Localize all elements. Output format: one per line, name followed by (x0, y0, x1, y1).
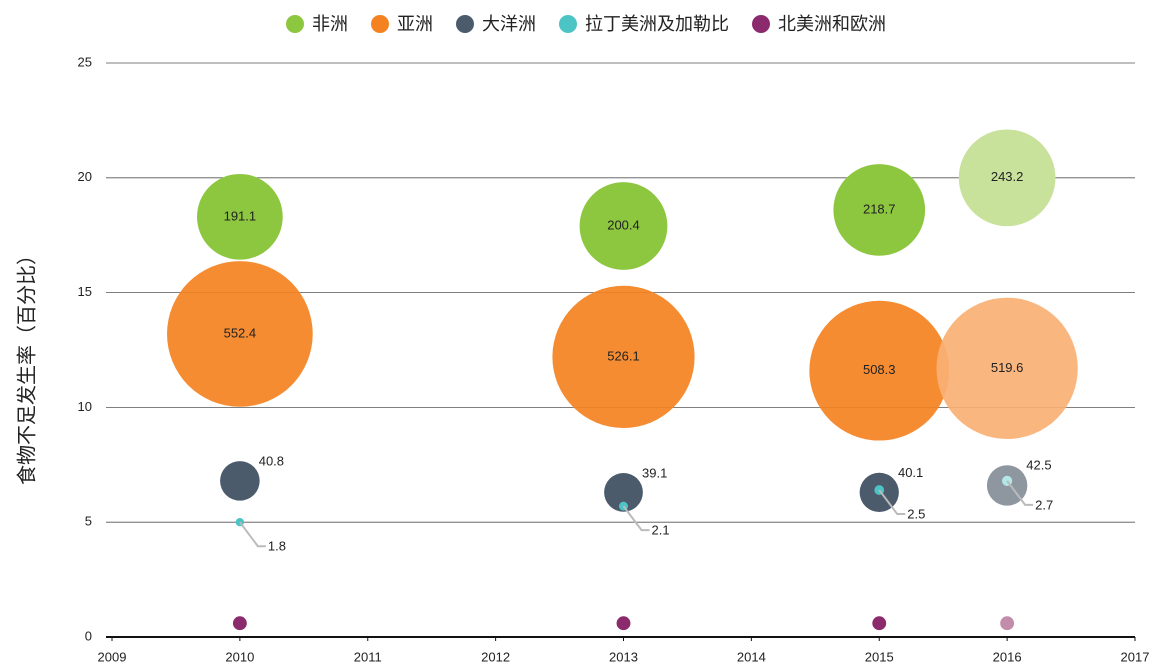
bubble (936, 297, 1078, 440)
x-tick-label: 2015 (865, 649, 894, 664)
data-label: 191.1 (224, 208, 257, 223)
bubble (833, 164, 926, 256)
legend-marker (371, 15, 389, 33)
legend-label: 拉丁美洲及加勒比 (585, 14, 729, 34)
x-tick-label: 2012 (481, 649, 510, 664)
data-label: 42.5 (1026, 458, 1051, 473)
y-tick-label: 10 (78, 399, 92, 414)
x-tick-label: 2017 (1121, 649, 1150, 664)
data-label: 2.7 (1035, 497, 1053, 512)
bubble (1000, 616, 1015, 631)
legend-label: 亚洲 (397, 14, 433, 34)
y-tick-label: 5 (85, 514, 92, 529)
data-label: 519.6 (991, 360, 1024, 375)
bubble (197, 173, 283, 260)
bubble (604, 472, 643, 512)
legend-marker (752, 15, 770, 33)
y-tick-label: 15 (78, 284, 92, 299)
bubble (809, 300, 950, 441)
bubble (579, 182, 668, 270)
bubble (616, 616, 631, 631)
bubble (220, 461, 260, 501)
y-axis-label: 食物不足发生率（百分比） (15, 245, 38, 485)
leader-line (878, 489, 906, 516)
data-label: 40.8 (259, 453, 284, 468)
legend-marker (559, 15, 577, 33)
legend-label: 北美洲和欧洲 (778, 14, 886, 34)
bubble (232, 616, 247, 631)
data-label: 39.1 (642, 465, 667, 480)
data-label: 2.1 (652, 523, 670, 538)
data-label: 526.1 (607, 348, 640, 363)
data-label: 508.3 (863, 362, 896, 377)
data-label: 2.5 (907, 506, 925, 521)
leader-line (1006, 480, 1034, 506)
x-tick-label: 2016 (993, 649, 1022, 664)
data-label: 552.4 (224, 325, 257, 340)
data-label: 1.8 (268, 539, 286, 554)
y-tick-label: 0 (85, 628, 92, 643)
legend-marker (456, 15, 474, 33)
y-tick-label: 20 (78, 169, 92, 184)
data-label: 200.4 (607, 217, 640, 232)
bubble (552, 285, 695, 428)
x-tick-label: 2010 (225, 649, 254, 664)
bubble (872, 616, 887, 631)
x-tick-label: 2014 (737, 649, 766, 664)
bubble (167, 261, 313, 407)
data-label: 243.2 (991, 169, 1024, 184)
leader-line (622, 505, 650, 532)
legend-label: 非洲 (312, 14, 348, 34)
data-label: 218.7 (863, 201, 896, 216)
y-tick-label: 25 (78, 54, 92, 69)
bubble (958, 129, 1056, 227)
leader-line (239, 521, 266, 548)
x-tick-label: 2009 (98, 649, 127, 664)
legend-marker (286, 15, 304, 33)
x-tick-label: 2011 (354, 649, 382, 664)
data-label: 40.1 (898, 465, 923, 480)
legend-label: 大洋洲 (482, 14, 536, 34)
legend: 非洲 亚洲 大洋洲 拉丁美洲及加勒比 北美洲和欧洲 (286, 14, 886, 34)
x-tick-label: 2013 (609, 649, 638, 664)
